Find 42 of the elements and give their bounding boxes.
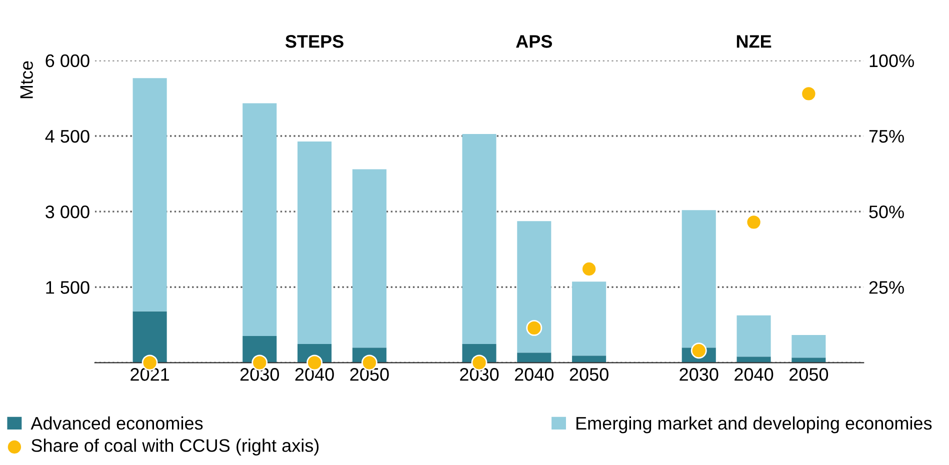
bar <box>682 210 716 348</box>
y-tick-label: 4 500 <box>45 130 90 143</box>
bar <box>132 311 167 363</box>
x-tick-label: 2040 <box>295 368 334 381</box>
point <box>690 342 707 359</box>
x-tick-label: 2030 <box>460 368 499 381</box>
bar <box>572 356 606 363</box>
x-tick-label: 2050 <box>790 368 828 381</box>
bar <box>517 352 552 363</box>
y-tick-label: 6 000 <box>46 54 90 68</box>
legend-label: Emerging market and developing economies <box>576 416 932 434</box>
bar <box>462 134 496 344</box>
bar <box>736 315 771 357</box>
y2-tick-label: 25% <box>869 281 904 294</box>
y2-tick-label: 75% <box>869 130 904 143</box>
bar <box>242 103 277 336</box>
x-tick-label: 2030 <box>240 368 279 381</box>
y2-tick-label: 100% <box>870 54 914 68</box>
text: NZE <box>736 35 772 48</box>
x-tick-label: 2050 <box>570 368 608 381</box>
text: APS <box>516 35 552 48</box>
point <box>581 261 598 277</box>
bar <box>572 282 606 356</box>
x-tick-label: 2040 <box>734 368 774 381</box>
bar <box>132 78 167 312</box>
y-axis-title: Mtce <box>20 61 33 98</box>
point <box>746 214 762 230</box>
point <box>800 86 817 102</box>
bar <box>736 356 771 363</box>
bar <box>792 334 826 358</box>
bar <box>298 142 332 344</box>
y2-tick-label: 50% <box>869 206 904 218</box>
bar <box>352 169 386 348</box>
text: STEPS <box>285 35 344 48</box>
x-tick-label: 2030 <box>680 368 718 381</box>
legend-label: Advanced economies <box>30 416 203 430</box>
y-tick-label: 3 000 <box>46 206 90 218</box>
bar <box>517 221 552 353</box>
x-tick-label: 2040 <box>514 368 554 381</box>
legend-label: Share of coal with CCUS (right axis) <box>32 438 319 456</box>
point <box>526 320 542 336</box>
y-tick-label: 1 500 <box>46 281 90 294</box>
